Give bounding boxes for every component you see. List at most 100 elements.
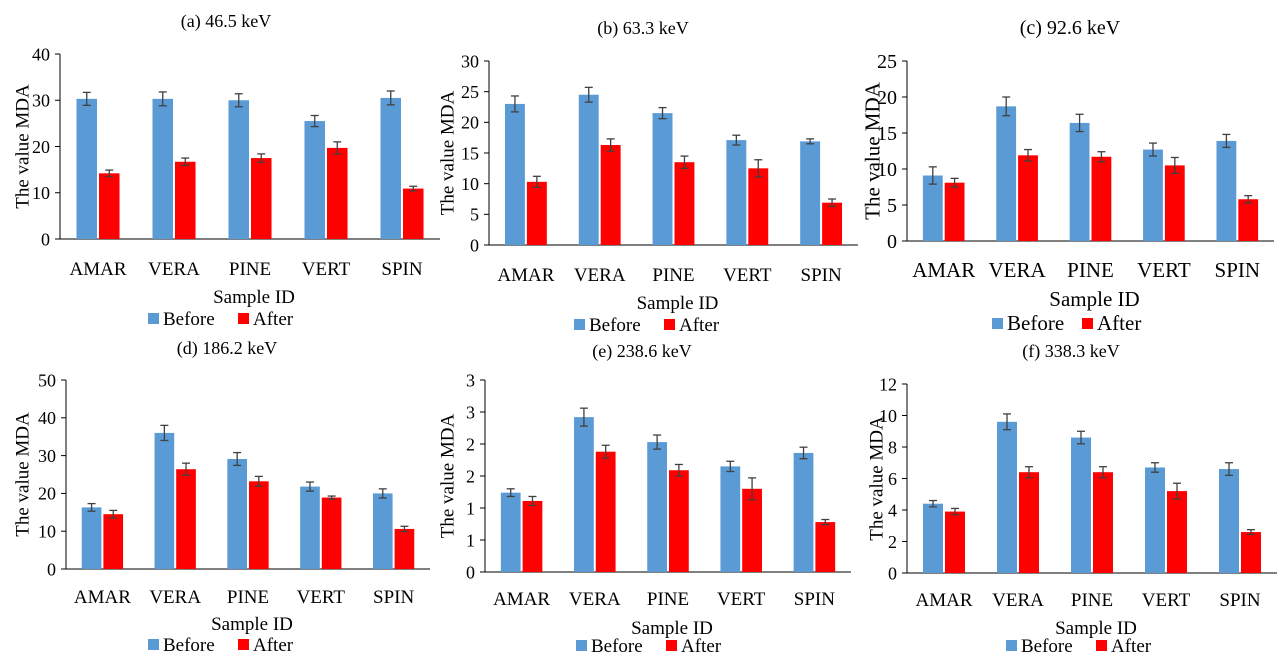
- x-tick-label: VERT: [717, 589, 766, 610]
- legend-label-after: After: [253, 309, 294, 330]
- bar-after: [1167, 491, 1187, 573]
- y-tick-label: 10: [461, 174, 479, 194]
- y-tick-label: 3: [466, 370, 475, 390]
- y-tick-label: 15: [461, 143, 479, 163]
- y-tick-label: 50: [38, 370, 56, 390]
- legend: Before After: [992, 311, 1141, 335]
- bar-after: [522, 500, 543, 572]
- x-tick-label: VERT: [1142, 590, 1191, 611]
- bar-after: [103, 514, 124, 569]
- y-tick-label: 10: [32, 183, 50, 203]
- y-axis-label: The value MDA: [438, 413, 459, 538]
- x-tick-label: SPIN: [801, 265, 842, 286]
- y-tick-label: 25: [877, 51, 897, 73]
- legend-swatch-after: [238, 313, 249, 324]
- legend-label-after: After: [1111, 636, 1152, 654]
- x-axis-label: Sample ID: [1049, 287, 1139, 311]
- y-tick-label: 20: [38, 484, 56, 504]
- bar-before: [228, 100, 249, 239]
- legend: Before After: [148, 309, 294, 330]
- y-tick-label: 0: [887, 231, 897, 253]
- y-tick-label: 40: [32, 44, 50, 64]
- bar-before: [652, 113, 673, 245]
- y-tick-label: 40: [38, 408, 56, 428]
- bar-after: [175, 161, 196, 239]
- chart-panel: (a) 46.5 keV The value MDA 0 10 20 30 40 AMAR VE…: [13, 11, 440, 330]
- y-tick-label: 0: [47, 559, 56, 579]
- bar-after: [327, 147, 348, 239]
- y-tick-label: 0: [41, 229, 50, 249]
- y-tick-label: 30: [38, 446, 56, 466]
- legend: Before After: [574, 315, 720, 336]
- bar-before: [227, 459, 247, 569]
- legend-swatch-after: [238, 639, 249, 650]
- bar-after: [1241, 532, 1261, 573]
- bar-after: [822, 202, 843, 245]
- y-tick-label: 0: [466, 562, 475, 582]
- bar-after: [669, 470, 689, 572]
- y-tick-label: 30: [461, 51, 479, 71]
- x-tick-label: SPIN: [381, 259, 422, 280]
- legend-swatch-after: [666, 640, 677, 651]
- y-tick-label: 2: [888, 532, 897, 552]
- x-tick-label: SPIN: [794, 589, 835, 610]
- legend-swatch-before: [148, 639, 159, 650]
- legend-label-after: After: [1097, 311, 1141, 335]
- y-tick-label: 25: [461, 82, 479, 102]
- bar-after: [1238, 199, 1259, 241]
- x-tick-label: AMAR: [497, 265, 554, 286]
- bar-before: [1069, 122, 1090, 241]
- x-tick-label: PINE: [229, 259, 271, 280]
- bar-after: [945, 511, 965, 573]
- bar-after: [1019, 472, 1039, 573]
- bar-before: [1219, 469, 1239, 573]
- bar-after: [99, 173, 120, 239]
- bar-before: [380, 97, 401, 239]
- x-tick-label: AMAR: [493, 589, 550, 610]
- legend-swatch-before: [992, 318, 1003, 329]
- y-tick-label: 6: [888, 469, 897, 489]
- x-tick-label: VERA: [149, 587, 201, 608]
- bar-before: [800, 141, 821, 245]
- y-tick-label: 12: [879, 374, 897, 394]
- bar-before: [997, 421, 1017, 573]
- bar-after: [600, 145, 621, 245]
- bar-after: [742, 488, 762, 572]
- y-axis-label: The value MDA: [860, 81, 884, 219]
- bar-before: [922, 175, 943, 241]
- x-tick-label: AMAR: [912, 258, 975, 282]
- bar-after: [403, 188, 424, 239]
- x-tick-label: VERA: [574, 265, 626, 286]
- x-axis-label: Sample ID: [1055, 618, 1137, 639]
- legend-label-after: After: [681, 636, 722, 654]
- bar-before: [1145, 467, 1165, 573]
- legend: Before After: [1006, 636, 1152, 654]
- y-tick-label: 1: [466, 498, 475, 518]
- bar-after: [944, 182, 965, 241]
- y-tick-label: 10: [879, 406, 897, 426]
- y-tick-label: 5: [470, 205, 479, 225]
- legend-swatch-after: [1096, 640, 1107, 651]
- x-tick-label: VERA: [992, 590, 1044, 611]
- y-axis-label: The value MDA: [438, 90, 459, 215]
- bar-before: [372, 493, 393, 569]
- x-tick-label: VERT: [297, 587, 346, 608]
- x-tick-label: VERT: [1137, 258, 1191, 282]
- legend-swatch-before: [576, 640, 587, 651]
- bar-after: [1018, 155, 1038, 241]
- chart-title: (c) 92.6 keV: [1020, 17, 1121, 39]
- chart-title: (b) 63.3 keV: [597, 18, 688, 39]
- y-tick-label: 0: [470, 235, 479, 255]
- bar-before: [154, 432, 175, 569]
- legend-swatch-before: [574, 319, 585, 330]
- y-tick-label: 5: [887, 195, 897, 217]
- x-tick-label: VERT: [302, 259, 351, 280]
- bar-before: [923, 503, 943, 573]
- bar-before: [500, 492, 521, 572]
- chart-title: (f) 338.3 keV: [1022, 341, 1119, 362]
- bar-after: [1093, 472, 1113, 573]
- legend-swatch-before: [1006, 640, 1017, 651]
- bar-before: [578, 94, 599, 245]
